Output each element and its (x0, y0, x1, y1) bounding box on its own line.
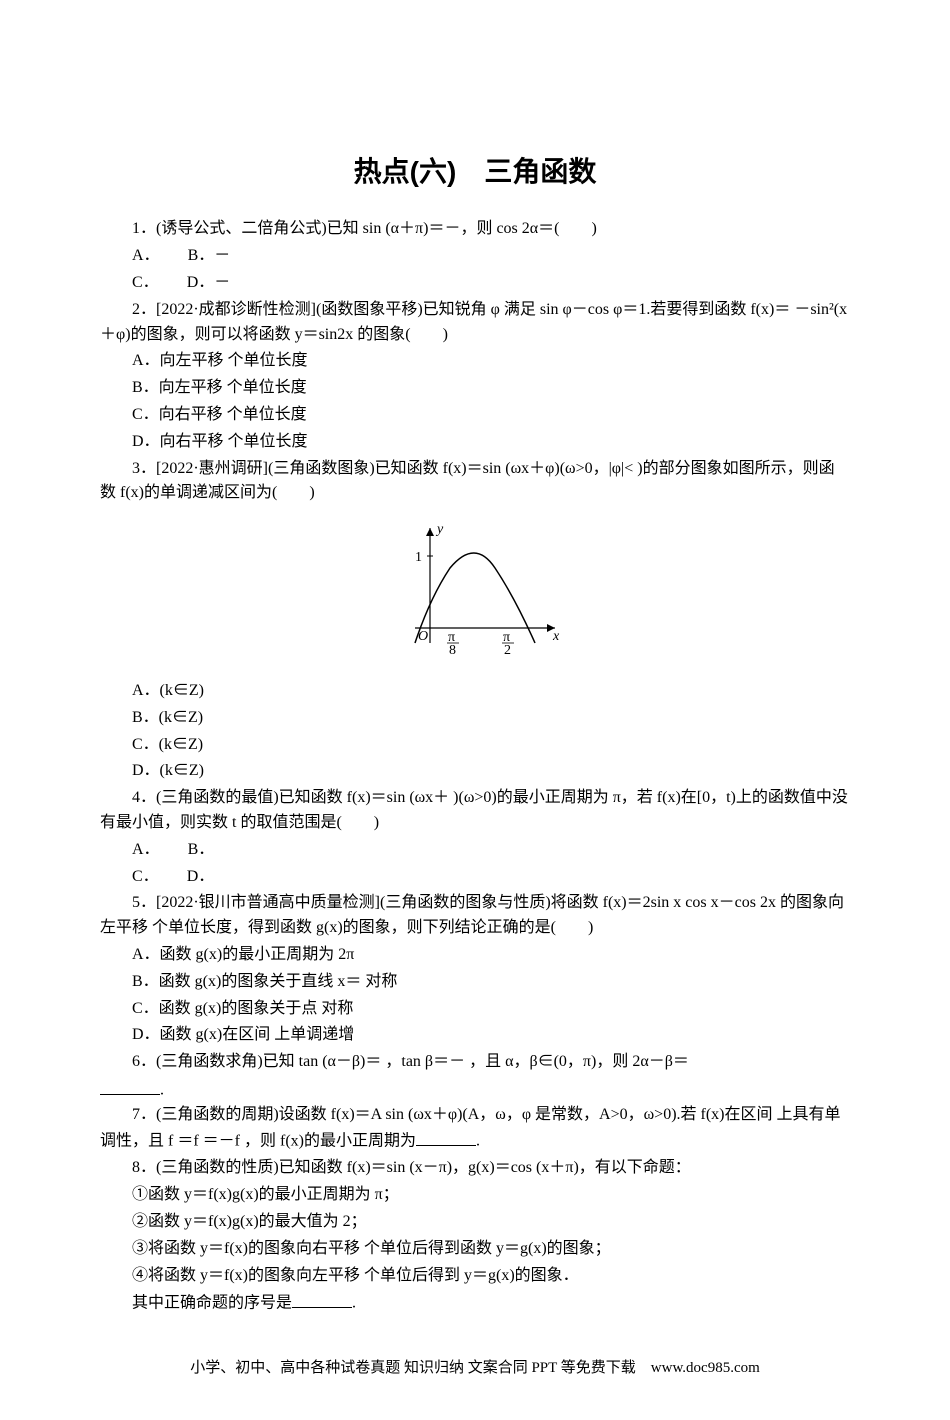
q6-stem-a: 6．(三角函数求角)已知 tan (α－β)＝ ，tan β＝－ ，且 α，β∈… (132, 1053, 689, 1070)
q7-stem: 7．(三角函数的周期)设函数 f(x)＝A sin (ωx＋φ)(A，ω，φ 是… (100, 1103, 850, 1154)
q8-item1: ①函数 y＝f(x)g(x)的最小正周期为 π； (100, 1183, 850, 1208)
q8-tail-b: . (352, 1295, 356, 1312)
q7-blank (416, 1128, 476, 1146)
q1-stem: 1．(诱导公式、二倍角公式)已知 sin (α＋π)＝－，则 cos 2α＝( … (100, 217, 850, 242)
q4-optA: A． (132, 841, 184, 858)
q4-stem: 4．(三角函数的最值)已知函数 f(x)＝sin (ωx＋ )(ω>0)的最小正… (100, 786, 850, 836)
q4-options-cd: C． D． (100, 865, 850, 890)
q2-optA: A．向左平移 个单位长度 (100, 349, 850, 374)
q2-optC: C．向右平移 个单位长度 (100, 403, 850, 428)
y-arrow (426, 528, 434, 536)
q4-options-ab: A． B． (100, 838, 850, 863)
q1-options-ab: A． B．－ (100, 244, 850, 269)
q7-stem-b: . (476, 1133, 480, 1150)
footer-text: 小学、初中、高中各种试卷真题 知识归纳 文案合同 PPT 等免费下载 www.d… (100, 1357, 850, 1380)
tick-pi8-den: 8 (449, 643, 456, 658)
q2-optB: B．向左平移 个单位长度 (100, 376, 850, 401)
q1-optD: D．－ (187, 274, 231, 291)
q3-figure: y x O 1 π 8 π 2 (100, 518, 850, 667)
origin-label: O (418, 629, 428, 644)
q1-optB: B．－ (188, 247, 231, 264)
q8-blank (292, 1290, 352, 1308)
sine-graph: y x O 1 π 8 π 2 (385, 518, 565, 658)
q4-optC: C． (132, 868, 183, 885)
q3-stem: 3．[2022·惠州调研](三角函数图象)已知函数 f(x)＝sin (ωx＋φ… (100, 457, 850, 507)
q6-blank (100, 1077, 160, 1095)
page-title: 热点(六) 三角函数 (100, 150, 850, 193)
q8-tail-a: 其中正确命题的序号是 (132, 1295, 292, 1312)
q5-optD: D．函数 g(x)在区间 上单调递增 (100, 1023, 850, 1048)
q6-blank-line: . (100, 1077, 850, 1103)
q3-optA: A．(k∈Z) (100, 679, 850, 704)
y-axis-label: y (435, 522, 444, 537)
q8-tail: 其中正确命题的序号是. (100, 1290, 850, 1316)
q5-optB: B．函数 g(x)的图象关于直线 x＝ 对称 (100, 970, 850, 995)
q2-stem: 2．[2022·成都诊断性检测](函数图象平移)已知锐角 φ 满足 sin φ－… (100, 298, 850, 348)
q1-options-cd: C． D．－ (100, 271, 850, 296)
x-axis-label: x (552, 629, 560, 644)
q3-optC: C．(k∈Z) (100, 733, 850, 758)
q1-optC: C． (132, 274, 183, 291)
q2-optD: D．向右平移 个单位长度 (100, 430, 850, 455)
q8-stem: 8．(三角函数的性质)已知函数 f(x)＝sin (x－π)，g(x)＝cos … (100, 1156, 850, 1181)
tick-pi2-den: 2 (504, 643, 511, 658)
q8-item2: ②函数 y＝f(x)g(x)的最大值为 2； (100, 1210, 850, 1235)
q5-stem: 5．[2022·银川市普通高中质量检测](三角函数的图象与性质)将函数 f(x)… (100, 891, 850, 941)
q4-optD: D． (187, 868, 215, 885)
q4-optB: B． (188, 841, 215, 858)
q6-stem: 6．(三角函数求角)已知 tan (α－β)＝ ，tan β＝－ ，且 α，β∈… (100, 1050, 850, 1075)
q5-optC: C．函数 g(x)的图象关于点 对称 (100, 997, 850, 1022)
q8-item3: ③将函数 y＝f(x)的图象向右平移 个单位后得到函数 y＝g(x)的图象； (100, 1237, 850, 1262)
q6-stem-b: . (160, 1082, 164, 1099)
q8-item4: ④将函数 y＝f(x)的图象向左平移 个单位后得到 y＝g(x)的图象． (100, 1264, 850, 1289)
q5-optA: A．函数 g(x)的最小正周期为 2π (100, 943, 850, 968)
q1-optA: A． (132, 247, 184, 264)
q3-optD: D．(k∈Z) (100, 759, 850, 784)
q3-optB: B．(k∈Z) (100, 706, 850, 731)
sine-curve (415, 553, 535, 643)
tick-1-label: 1 (415, 550, 422, 565)
